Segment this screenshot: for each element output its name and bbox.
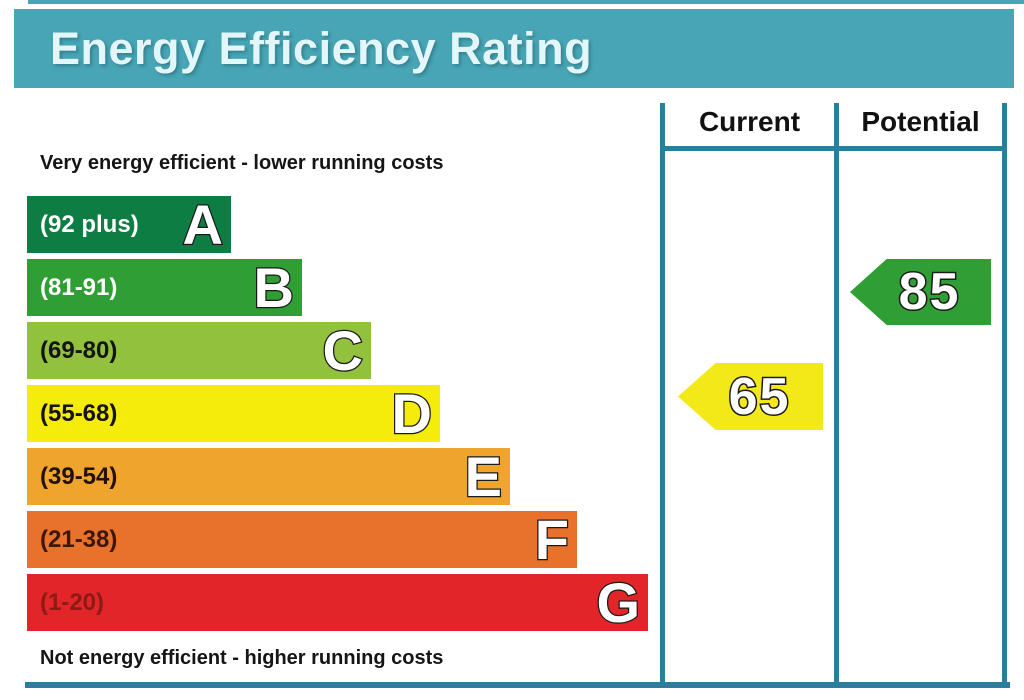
table-border-bottom <box>25 682 1010 688</box>
band-range-label: (55-68) <box>40 399 118 427</box>
band-row-d: (55-68) D <box>27 381 440 445</box>
band-row-a: (92 plus) A <box>27 192 231 256</box>
band-letter: A <box>181 192 224 256</box>
top-border-strip <box>28 0 1024 4</box>
band-letter: G <box>595 570 641 634</box>
band-row-e: (39-54) E <box>27 444 510 508</box>
band-letter: E <box>463 444 503 508</box>
page-title: Energy Efficiency Rating <box>50 22 593 74</box>
band-range-label: (92 plus) <box>40 210 139 238</box>
band-range-label: (81-91) <box>40 273 118 301</box>
column-header-current: Current <box>698 106 801 137</box>
potential-rating-value: 85 <box>897 263 961 321</box>
band-range-label: (39-54) <box>40 462 118 490</box>
potential-rating-arrow: 85 <box>850 259 991 325</box>
note-not-efficient: Not energy efficient - higher running co… <box>40 647 444 669</box>
band-range-label: (1-20) <box>40 588 105 616</box>
table-column-divider <box>834 103 839 688</box>
table-header-underline <box>660 146 1007 151</box>
note-very-efficient: Very energy efficient - lower running co… <box>40 152 444 174</box>
band-letter: D <box>390 381 433 445</box>
band-letter: B <box>252 255 295 319</box>
band-range-label: (69-80) <box>40 336 118 364</box>
header-band: Energy Efficiency Rating <box>14 9 1014 88</box>
current-rating-value: 65 <box>727 367 791 426</box>
band-row-b: (81-91) B <box>27 255 302 319</box>
band-letter: C <box>321 318 364 382</box>
rating-bands: (92 plus) A (81-91) B (69-80) C (55-68) … <box>27 192 648 637</box>
band-row-g: (1-20) G <box>27 570 648 634</box>
band-row-c: (69-80) C <box>27 318 371 382</box>
band-letter: F <box>534 507 571 571</box>
band-row-f: (21-38) F <box>27 507 577 571</box>
table-border-right <box>1002 103 1007 688</box>
column-header-potential: Potential <box>861 106 980 137</box>
table-border-left <box>660 103 665 688</box>
current-rating-arrow: 65 <box>678 363 823 430</box>
band-range-label: (21-38) <box>40 525 118 553</box>
